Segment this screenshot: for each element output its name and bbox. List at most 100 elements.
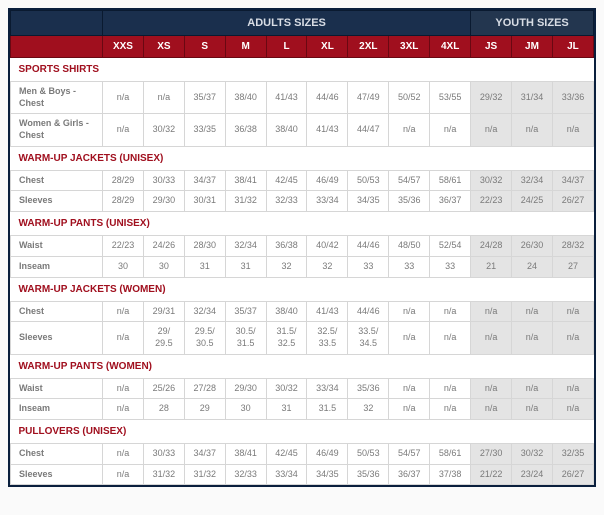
row-label: Inseam xyxy=(11,399,103,420)
size-cell: 21 xyxy=(471,256,512,277)
data-row: Waistn/a25/2627/2829/3030/3233/3435/36n/… xyxy=(11,378,594,399)
size-cell: 48/50 xyxy=(389,236,430,257)
size-cell: 32/34 xyxy=(512,170,553,191)
size-cell: n/a xyxy=(552,378,593,399)
section-title: SPORTS SHIRTS xyxy=(11,58,594,82)
size-col: XS xyxy=(143,36,184,58)
size-cell: 50/53 xyxy=(348,170,389,191)
size-cell: n/a xyxy=(512,399,553,420)
size-cell: 32 xyxy=(266,256,307,277)
size-cell: n/a xyxy=(471,399,512,420)
size-col: 2XL xyxy=(348,36,389,58)
size-cell: 27/30 xyxy=(471,443,512,464)
row-label: Chest xyxy=(11,301,103,322)
size-cell: 58/61 xyxy=(430,170,471,191)
size-col: XL xyxy=(307,36,348,58)
youth-header: YOUTH SIZES xyxy=(471,11,594,36)
size-cell: 38/40 xyxy=(266,301,307,322)
size-header-spacer xyxy=(11,36,103,58)
size-cell: 22/23 xyxy=(103,236,144,257)
section-title: WARM-UP PANTS (UNISEX) xyxy=(11,212,594,236)
size-cell: 29/30 xyxy=(143,191,184,212)
row-label: Sleeves xyxy=(11,191,103,212)
size-cell: 28/29 xyxy=(103,170,144,191)
size-cell: 30 xyxy=(103,256,144,277)
size-col: JM xyxy=(512,36,553,58)
size-cell: 24 xyxy=(512,256,553,277)
data-row: Sleeves28/2929/3030/3131/3232/3333/3434/… xyxy=(11,191,594,212)
data-row: Men & Boys - Chestn/an/a35/3738/4041/434… xyxy=(11,82,594,114)
size-cell: n/a xyxy=(103,378,144,399)
size-cell: 33 xyxy=(348,256,389,277)
size-cell: 22/23 xyxy=(471,191,512,212)
size-cell: 36/37 xyxy=(389,464,430,485)
size-cell: 26/30 xyxy=(512,236,553,257)
size-cell: 32/33 xyxy=(225,464,266,485)
size-cell: 44/46 xyxy=(307,82,348,114)
size-cell: n/a xyxy=(471,378,512,399)
size-cell: 35/37 xyxy=(225,301,266,322)
size-cell: n/a xyxy=(430,322,471,354)
size-cell: n/a xyxy=(103,464,144,485)
section-title: WARM-UP JACKETS (WOMEN) xyxy=(11,277,594,301)
size-cell: 50/52 xyxy=(389,82,430,114)
size-cell: 34/35 xyxy=(307,464,348,485)
size-cell: 32/35 xyxy=(552,443,593,464)
size-cell: n/a xyxy=(103,399,144,420)
size-cell: 38/41 xyxy=(225,443,266,464)
size-col: S xyxy=(184,36,225,58)
row-label: Waist xyxy=(11,378,103,399)
size-cell: 31 xyxy=(184,256,225,277)
size-cell: 28/30 xyxy=(184,236,225,257)
data-row: Chestn/a29/3132/3435/3738/4041/4344/46n/… xyxy=(11,301,594,322)
row-label: Inseam xyxy=(11,256,103,277)
size-cell: 41/43 xyxy=(266,82,307,114)
size-cell: 31 xyxy=(225,256,266,277)
size-cell: 32/34 xyxy=(225,236,266,257)
size-cell: n/a xyxy=(389,301,430,322)
size-cell: 26/27 xyxy=(552,464,593,485)
section-title: PULLOVERS (UNISEX) xyxy=(11,419,594,443)
size-cell: 35/36 xyxy=(389,191,430,212)
data-row: Sleevesn/a31/3231/3232/3333/3434/3535/36… xyxy=(11,464,594,485)
size-cell: 58/61 xyxy=(430,443,471,464)
size-cell: 54/57 xyxy=(389,170,430,191)
size-cell: 36/38 xyxy=(266,236,307,257)
size-cell: 50/53 xyxy=(348,443,389,464)
data-row: Inseam303031313232333333212427 xyxy=(11,256,594,277)
size-cell: 29 xyxy=(184,399,225,420)
size-cell: 30/31 xyxy=(184,191,225,212)
size-cell: 32/33 xyxy=(266,191,307,212)
size-cell: n/a xyxy=(471,114,512,146)
size-cell: 36/38 xyxy=(225,114,266,146)
size-cell: n/a xyxy=(103,301,144,322)
size-col: 4XL xyxy=(430,36,471,58)
size-cell: 32 xyxy=(307,256,348,277)
size-cell: 30/33 xyxy=(143,170,184,191)
group-header-row: ADULTS SIZES YOUTH SIZES xyxy=(11,11,594,36)
section-header-row: WARM-UP JACKETS (WOMEN) xyxy=(11,277,594,301)
section-header-row: WARM-UP PANTS (UNISEX) xyxy=(11,212,594,236)
size-cell: 53/55 xyxy=(430,82,471,114)
row-label: Sleeves xyxy=(11,464,103,485)
size-cell: n/a xyxy=(471,301,512,322)
size-cell: 27 xyxy=(552,256,593,277)
size-cell: n/a xyxy=(430,399,471,420)
size-cell: 31/32 xyxy=(184,464,225,485)
adults-header: ADULTS SIZES xyxy=(103,11,471,36)
size-cell: 25/26 xyxy=(143,378,184,399)
size-cell: 28/29 xyxy=(103,191,144,212)
size-cell: 30 xyxy=(225,399,266,420)
size-col: 3XL xyxy=(389,36,430,58)
data-row: Sleevesn/a29/29.529.5/30.530.5/31.531.5/… xyxy=(11,322,594,354)
size-cell: n/a xyxy=(103,114,144,146)
size-cell: 33/34 xyxy=(266,464,307,485)
size-cell: n/a xyxy=(512,114,553,146)
size-cell: 35/37 xyxy=(184,82,225,114)
size-cell: n/a xyxy=(552,322,593,354)
size-cell: 46/49 xyxy=(307,443,348,464)
data-row: Waist22/2324/2628/3032/3436/3840/4244/46… xyxy=(11,236,594,257)
size-cell: n/a xyxy=(512,378,553,399)
size-cell: n/a xyxy=(430,378,471,399)
size-cell: 30.5/31.5 xyxy=(225,322,266,354)
